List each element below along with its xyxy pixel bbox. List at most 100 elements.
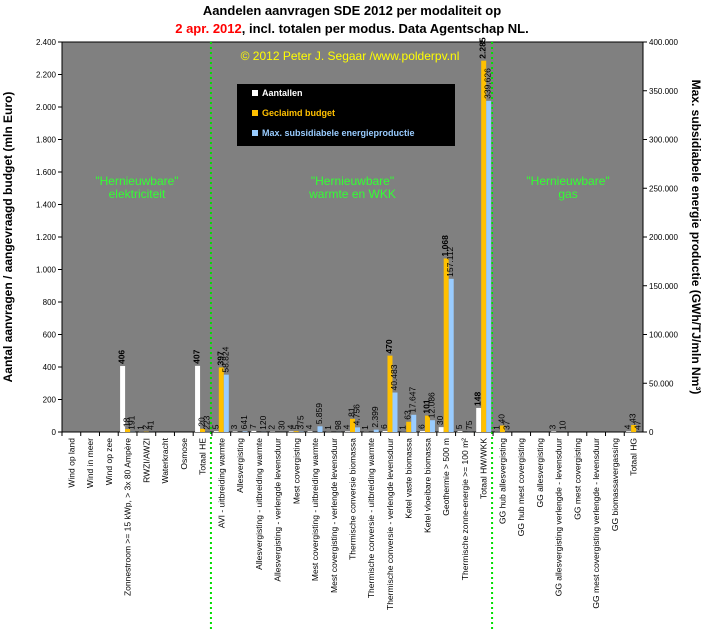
chart-title: Aandelen aanvragen SDE 2012 per modalite…	[203, 3, 501, 18]
group-annotation: "Hernieuwbare"	[526, 174, 609, 188]
bar	[486, 101, 491, 432]
x-tick-label: Thermische conversie biomassa	[348, 438, 358, 560]
x-tick-label: GG mest covergisting verlengde - levensd…	[591, 438, 601, 609]
y-tick-label: 2.400	[36, 38, 57, 47]
data-label: 3	[548, 425, 558, 430]
x-tick-label: Ketel vloeibare biomassa	[422, 438, 432, 533]
y2-tick-label: 100.000	[649, 331, 678, 340]
x-tick-label: Thermische zonne-energie >= 100 m²	[460, 438, 470, 580]
legend-label: Max. subsidiabele energieproductie	[262, 128, 415, 138]
legend-swatch	[252, 130, 258, 136]
x-tick-label: Allesvergisting - verlengde levensduur	[273, 438, 283, 582]
y2-tick-label: 200.000	[649, 233, 678, 242]
data-label: 5	[454, 424, 464, 429]
title-rest: , incl. totalen per modus. Data Agentsch…	[242, 21, 529, 36]
y-tick-label: 800	[43, 298, 57, 307]
legend-swatch	[252, 110, 258, 116]
y-tick-label: 2.200	[36, 71, 57, 80]
x-tick-label: Thermische conversie - uitbreiding warmt…	[366, 438, 376, 598]
bar	[294, 431, 299, 432]
bar	[345, 431, 350, 432]
title-date: 2 apr. 2012	[175, 21, 242, 36]
y2-axis-label: Max. subsidiabele energie productie (GWh…	[689, 80, 703, 395]
data-label: 5.859	[314, 403, 324, 425]
bar	[406, 422, 411, 432]
x-tick-label: Allesvergisting	[235, 438, 245, 493]
copyright: © 2012 Peter J. Segaar /www.polderpv.nl	[241, 49, 460, 63]
bar	[243, 431, 248, 432]
bar	[219, 367, 224, 432]
x-tick-label: RWZI/AWZI	[141, 438, 151, 483]
bar	[251, 431, 256, 432]
bar	[411, 415, 416, 432]
x-tick-label: GG allesvergisting	[535, 438, 545, 508]
bar	[444, 258, 449, 432]
data-label: 1	[360, 425, 370, 430]
data-label: 407	[192, 349, 202, 363]
data-label: 12.086	[426, 392, 436, 418]
bar	[392, 393, 397, 432]
bar	[224, 375, 229, 432]
data-label: 3	[229, 425, 239, 430]
x-tick-label: Zonnestroom >= 15 kWp, > 3x 80 Ampère	[123, 438, 133, 596]
data-label: 98	[333, 420, 343, 430]
bar	[439, 427, 444, 432]
y-tick-label: 0	[52, 428, 57, 437]
data-label: 375	[295, 415, 305, 429]
data-label: 2	[267, 425, 277, 430]
x-tick-label: Osmose	[179, 438, 189, 470]
y-tick-label: 600	[43, 331, 57, 340]
x-tick-label: Totaal HW/WKK	[479, 438, 489, 499]
data-label: 157.112	[445, 246, 455, 276]
x-tick-label: Thermische conversie - verlengde levensd…	[385, 438, 395, 610]
data-label: 1	[323, 425, 333, 430]
chart-subtitle: 2 apr. 2012, incl. totalen per modus. Da…	[175, 21, 529, 36]
data-label: 223	[202, 415, 212, 429]
y-tick-label: 2.000	[36, 103, 57, 112]
data-label: 470	[384, 339, 394, 353]
x-tick-label: Wind op zee	[104, 438, 114, 486]
x-tick-label: Mest covergisting - uitbreiding warmte	[310, 438, 320, 581]
bar	[214, 431, 219, 432]
data-label: 37	[501, 420, 511, 430]
y-tick-label: 400	[43, 363, 57, 372]
x-tick-label: Mest covergisting	[291, 438, 301, 504]
group-annotation: warmte en WKK	[308, 187, 396, 201]
group-annotation: "Hernieuwbare"	[311, 174, 394, 188]
data-label: 2.399	[370, 406, 380, 428]
legend-label: Geclaimd budget	[262, 108, 335, 118]
y2-tick-label: 150.000	[649, 282, 678, 291]
y2-tick-label: 300.000	[649, 136, 678, 145]
y-tick-label: 1.200	[36, 233, 57, 242]
data-label: 10	[558, 420, 568, 430]
data-label: 41	[145, 420, 155, 430]
bar	[420, 431, 425, 432]
bar	[318, 426, 323, 432]
group-annotation: gas	[558, 187, 577, 201]
data-label: 641	[239, 415, 249, 429]
x-tick-label: Ketel vaste biomassa	[404, 438, 414, 519]
x-tick-label: Mest covergisting - verlengde levensduur	[329, 438, 339, 593]
y-tick-label: 200	[43, 396, 57, 405]
bar	[308, 431, 313, 432]
y-tick-label: 1.400	[36, 201, 57, 210]
data-label: 406	[117, 350, 127, 364]
group-annotation: elektriciteit	[109, 187, 166, 201]
bar	[476, 408, 481, 432]
x-tick-label: AVI - uitbreiding warmte	[216, 438, 226, 528]
y2-tick-label: 400.000	[649, 38, 678, 47]
data-label: 2.285	[478, 37, 488, 59]
x-tick-label: Totaal HG	[629, 438, 639, 476]
x-tick-label: GG allesvergisting verlengde - levensduu…	[554, 438, 564, 596]
bar	[449, 279, 454, 432]
x-tick-label: GG biomassavergassing	[610, 438, 620, 531]
x-tick-label: Waterkracht	[160, 437, 170, 483]
y2-tick-label: 350.000	[649, 87, 678, 96]
x-tick-label: GG mest covergisting	[572, 438, 582, 520]
x-tick-label: GG hub allesvergisting	[497, 438, 507, 524]
y2-tick-label: 250.000	[649, 184, 678, 193]
legend-label: Aantallen	[262, 88, 303, 98]
bar	[626, 431, 631, 432]
data-label: 75	[464, 420, 474, 430]
